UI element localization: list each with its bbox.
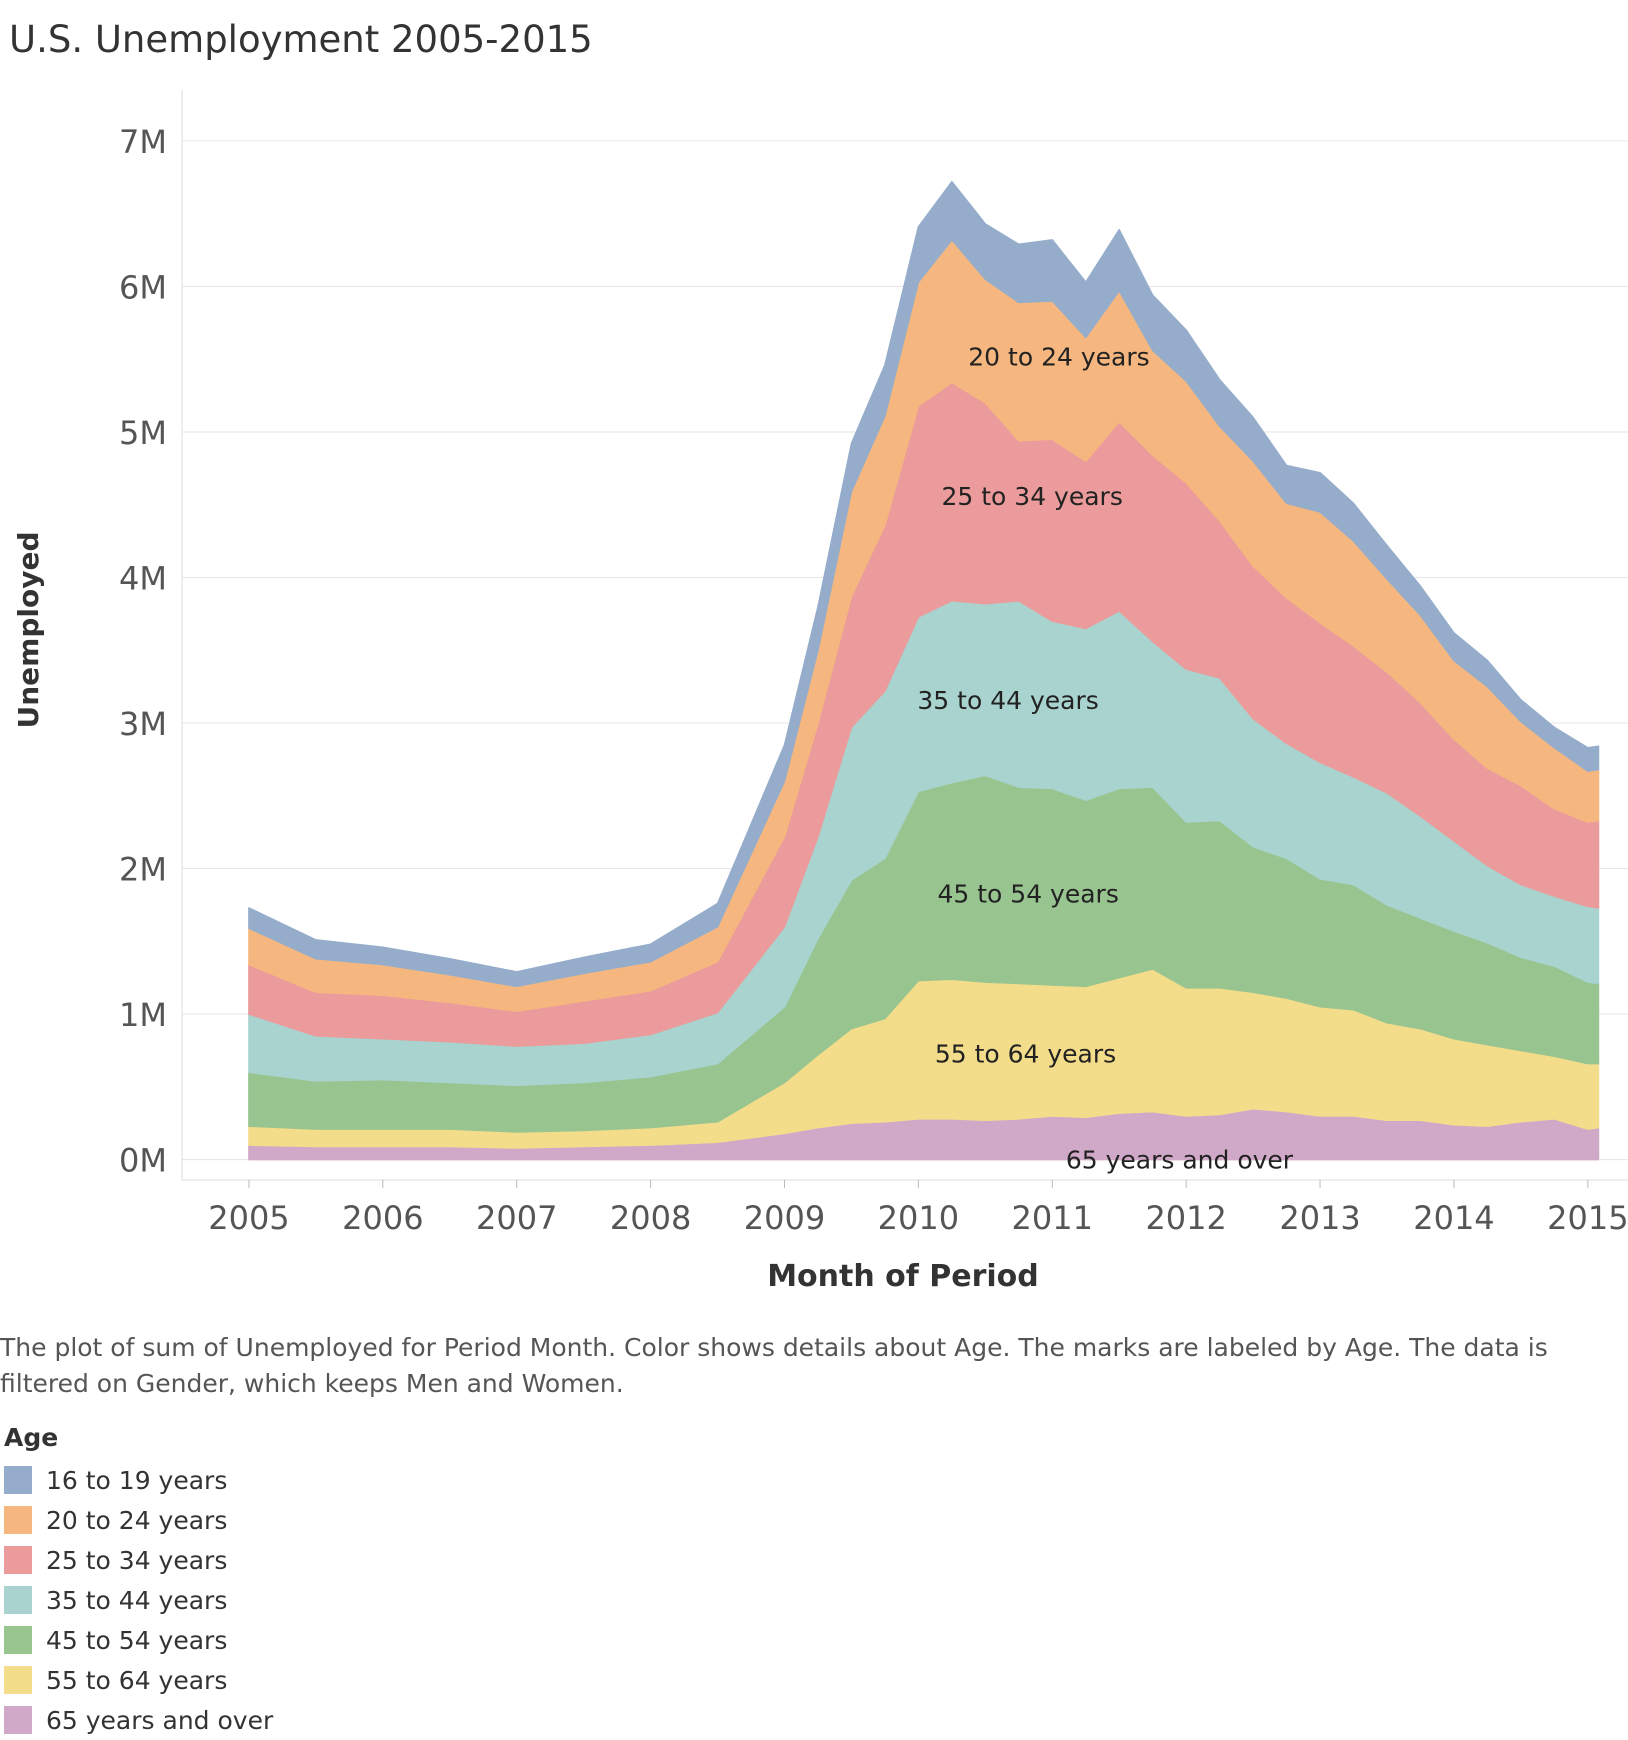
legend-label: 45 to 54 years [46,1625,228,1655]
legend-swatch [4,1466,32,1494]
area-16-to-19-years [248,180,1600,988]
y-tick-label: 2M [119,851,167,889]
y-tick-label: 7M [119,123,167,161]
axes: 0M 1M 2M 3M 4M 5M 6M 7M 2005 2006 2007 2008 2009 2010… [119,90,1628,1237]
legend: Age 16 to 19 years 20 to 24 years 25 to 34… [4,1423,273,1740]
mark-label: 25 to 34 years [942,482,1123,511]
y-tick-label: 4M [119,560,167,598]
y-tick-label: 6M [119,268,167,306]
legend-label: 65 years and over [46,1705,274,1735]
y-tick-label: 1M [119,996,167,1034]
x-tick-label: 2010 [878,1199,959,1237]
x-axis-label: Month of Period [767,1259,1039,1294]
legend-item: 35 to 44 years [4,1580,273,1620]
legend-item: 65 years and over [4,1700,273,1740]
y-tick-label: 5M [119,414,167,452]
mark-labels: 20 to 24 years 25 to 34 years 35 to 44 yea… [917,342,1293,1174]
x-tick-label: 2007 [476,1199,557,1237]
legend-label: 20 to 24 years [46,1505,228,1535]
y-tick-label: 0M [119,1142,167,1180]
x-tick-label: 2014 [1413,1199,1494,1237]
chart-caption: The plot of sum of Unemployed for Period… [0,1333,1548,1398]
x-tick-label: 2009 [744,1199,825,1237]
x-tick-label: 2015 [1547,1199,1628,1237]
x-tick-label: 2006 [342,1199,423,1237]
legend-label: 16 to 19 years [46,1465,228,1495]
legend-swatch [4,1586,32,1614]
legend-item: 45 to 54 years [4,1620,273,1660]
mark-label: 55 to 64 years [935,1039,1116,1068]
mark-label: 45 to 54 years [937,879,1118,908]
legend-items: 16 to 19 years 20 to 24 years 25 to 34 yea… [4,1460,273,1740]
legend-item: 20 to 24 years [4,1500,273,1540]
legend-swatch [4,1626,32,1654]
mark-label: 20 to 24 years [968,342,1149,371]
x-tick-label: 2008 [610,1199,691,1237]
legend-swatch [4,1706,32,1734]
x-tick-label: 2005 [208,1199,289,1237]
x-tick-label: 2011 [1012,1199,1093,1237]
y-tick-label: 3M [119,705,167,743]
x-tick-label: 2012 [1145,1199,1226,1237]
legend-label: 35 to 44 years [46,1585,228,1615]
mark-label: 65 years and over [1066,1146,1294,1175]
area-series-group [248,180,1600,1161]
y-axis-label: Unemployed [12,532,45,729]
mark-label: 35 to 44 years [917,686,1098,715]
area-chart: 20 to 24 years 25 to 34 years 35 to 44 yea… [12,90,1628,1294]
legend-item: 55 to 64 years [4,1660,273,1700]
legend-swatch [4,1506,32,1534]
legend-label: 55 to 64 years [46,1665,228,1695]
legend-item: 25 to 34 years [4,1540,273,1580]
legend-swatch [4,1666,32,1694]
legend-title: Age [4,1423,59,1452]
legend-swatch [4,1546,32,1574]
legend-item: 16 to 19 years [4,1460,273,1500]
legend-label: 25 to 34 years [46,1545,228,1575]
chart-title: U.S. Unemployment 2005-2015 [9,18,593,61]
x-tick-label: 2013 [1279,1199,1360,1237]
